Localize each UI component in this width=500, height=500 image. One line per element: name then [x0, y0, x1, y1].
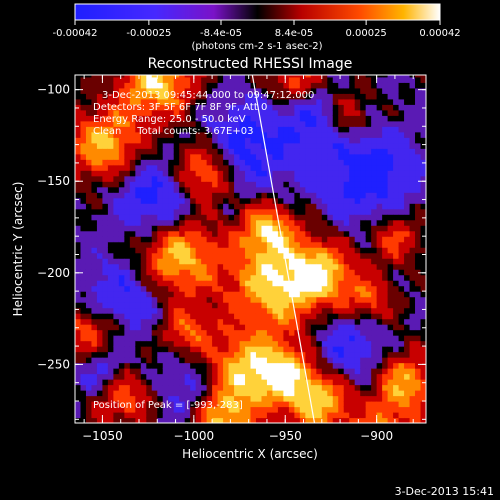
- y-tick-label: −100: [37, 83, 70, 97]
- y-axis-label: Heliocentric Y (arcsec): [11, 182, 25, 317]
- limb-line: [251, 74, 316, 424]
- annotation-energy-range: Energy Range: 25.0 - 50.0 keV: [93, 114, 246, 125]
- colorbar-tick-label: -8.4e-05: [200, 28, 242, 39]
- y-tick-label: −200: [37, 266, 70, 280]
- colorbar-tick-label: 0.00042: [419, 28, 460, 39]
- colorbar-tick-label: -0.00025: [126, 28, 171, 39]
- colorbar: [74, 3, 441, 21]
- colorbar-unit-label: (photons cm-2 s-1 asec-2): [191, 41, 322, 52]
- x-axis-label: Heliocentric X (arcsec): [182, 447, 318, 461]
- y-tick-label: −150: [37, 174, 70, 188]
- heatmap-cells: [75, 75, 426, 423]
- colorbar-tick-label: 8.4e-05: [275, 28, 313, 39]
- x-tick-label: −1050: [82, 429, 123, 443]
- x-tick-label: −1000: [174, 429, 215, 443]
- x-tick-label: −950: [269, 429, 302, 443]
- chart-title: Reconstructed RHESSI Image: [148, 56, 353, 72]
- annotation-time-range: 3-Dec-2013 09:45:44.000 to 09:47:12.000: [102, 90, 314, 101]
- annotation-peak: Position of Peak = [-993,-283]: [93, 400, 243, 411]
- y-tick-label: −250: [37, 357, 70, 371]
- plot-frame: [74, 74, 427, 424]
- x-tick-label: −900: [360, 429, 393, 443]
- footer-date: 3-Dec-2013 15:41: [394, 485, 494, 498]
- colorbar-tick-label: -0.00042: [53, 28, 98, 39]
- colorbar-tick-label: 0.00025: [345, 28, 386, 39]
- annotation-clean: Clean Total counts: 3.67E+03: [93, 126, 253, 137]
- annotation-detectors: Detectors: 3F 5F 6F 7F 8F 9F, Att 0: [93, 102, 267, 113]
